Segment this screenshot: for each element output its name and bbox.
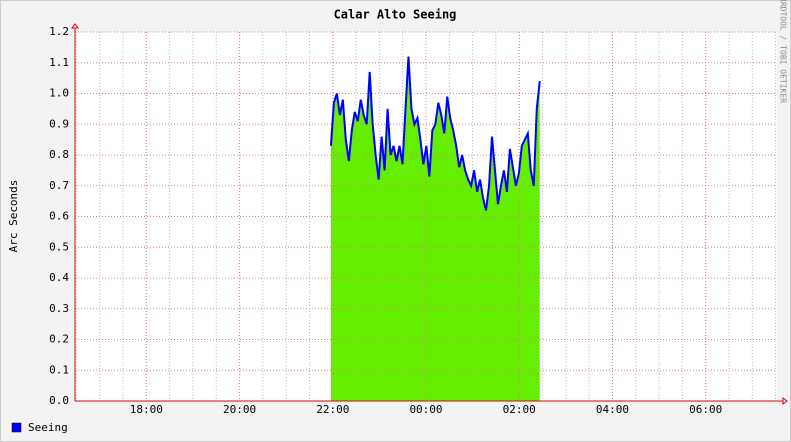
y-tick-label: 0.9 (49, 117, 69, 130)
chart-title: Calar Alto Seeing (334, 8, 457, 22)
watermark: RRDTOOL / TOBI OETIKER (779, 0, 788, 103)
y-tick-label: 0.7 (49, 179, 69, 192)
area (330, 56, 540, 401)
legend-swatch (11, 422, 22, 433)
y-axis-label: Arc Seconds (7, 180, 20, 253)
x-tick-label: 18:00 (130, 403, 163, 416)
x-tick-label: 00:00 (409, 403, 442, 416)
y-tick-label: 0.8 (49, 148, 69, 161)
y-tick-label: 1.2 (49, 25, 69, 38)
y-tick-label: 0.5 (49, 240, 69, 253)
y-tick-label: 1.1 (49, 56, 69, 69)
y-tick-label: 0.6 (49, 210, 69, 223)
x-axis-arrow (782, 397, 788, 405)
line (329, 56, 541, 211)
y-tick-label: 0.4 (49, 271, 69, 284)
y-tick-label: 0.2 (49, 333, 69, 346)
y-tick-label: 1.0 (49, 87, 69, 100)
x-tick-label: 22:00 (316, 403, 349, 416)
x-tick-label: 20:00 (223, 403, 256, 416)
y-axis-arrow (71, 23, 79, 29)
y-tick-label: 0.1 (49, 363, 69, 376)
x-tick-label: 02:00 (503, 403, 536, 416)
y-tick-label: 0.3 (49, 302, 69, 315)
x-tick-label: 06:00 (689, 403, 722, 416)
y-tick-label: 0.0 (49, 394, 69, 407)
x-tick-label: 04:00 (596, 403, 629, 416)
legend-label: Seeing (28, 421, 68, 434)
